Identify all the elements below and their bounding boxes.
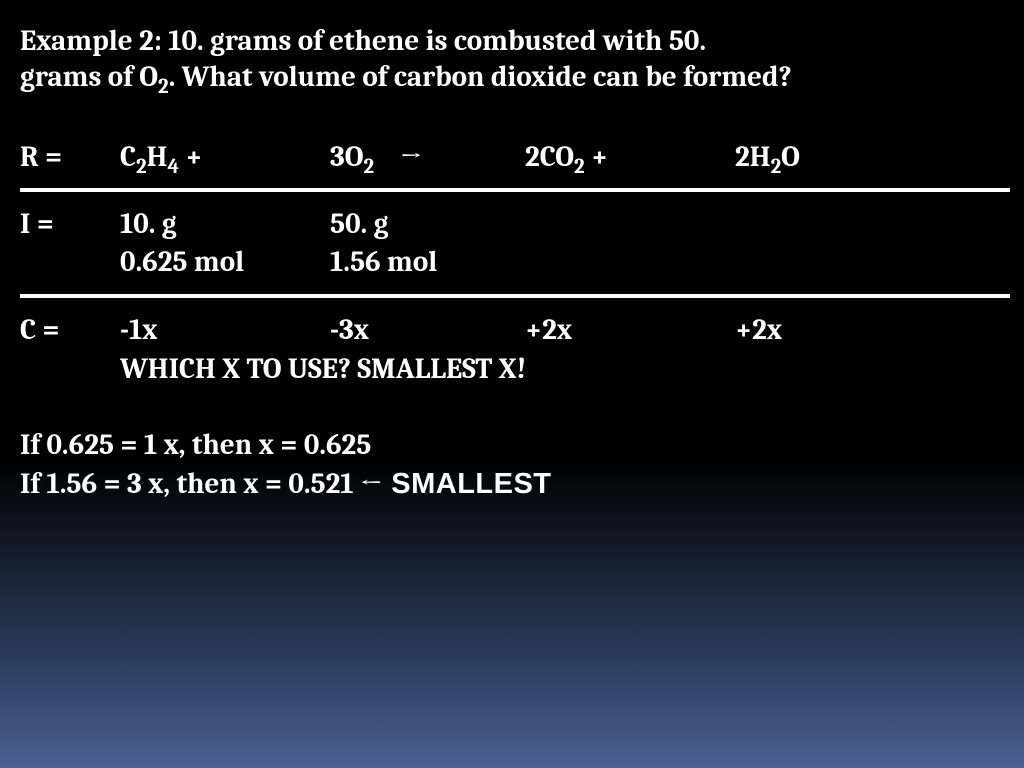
calc-line1: If 0.625 = 1 x, then x = 0.625 [20, 426, 1004, 465]
change-c2: -3x [330, 312, 525, 350]
calculation-block: If 0.625 = 1 x, then x = 0.625 If 1.56 =… [20, 426, 1004, 504]
divider-1 [20, 188, 1010, 192]
calc-line2: If 1.56 = 3 x, then x = 0.521 ← SMALLEST [20, 465, 1004, 504]
grams-c2h4: 10. g [120, 206, 330, 244]
grams-o2: 50. g [330, 206, 525, 244]
problem-line2: grams of O2. What volume of carbon dioxi… [20, 60, 1004, 96]
problem-line1: Example 2: 10. grams of ethene is combus… [20, 24, 1004, 60]
species-c2h4: C2H4 + [120, 139, 330, 177]
c-label: C = [20, 312, 120, 350]
initial-row-mol: 0.625 mol 1.56 mol [20, 244, 1004, 282]
change-c1: -1x [120, 312, 330, 350]
which-x-note: WHICH X TO USE? SMALLEST X! [120, 353, 1004, 386]
change-row: C = -1x -3x +2x +2x [20, 312, 1004, 350]
change-c4: +2x [735, 312, 945, 350]
species-o2: 3O2 → [330, 139, 525, 177]
smallest-tag: SMALLEST [383, 468, 552, 500]
mol-o2: 1.56 mol [330, 244, 525, 282]
reaction-arrow: → [400, 141, 423, 174]
divider-2 [20, 294, 1010, 298]
change-c3: +2x [525, 312, 735, 350]
i-label: I = [20, 206, 120, 244]
r-label: R = [20, 139, 120, 177]
mol-c2h4: 0.625 mol [120, 244, 330, 282]
problem-statement: Example 2: 10. grams of ethene is combus… [20, 24, 1004, 97]
initial-row-grams: I = 10. g 50. g [20, 206, 1004, 244]
reaction-row: R = C2H4 + 3O2 → 2CO2 + 2H2O [20, 139, 1004, 177]
species-h2o: 2H2O [735, 139, 945, 177]
species-co2: 2CO2 + [525, 139, 735, 177]
